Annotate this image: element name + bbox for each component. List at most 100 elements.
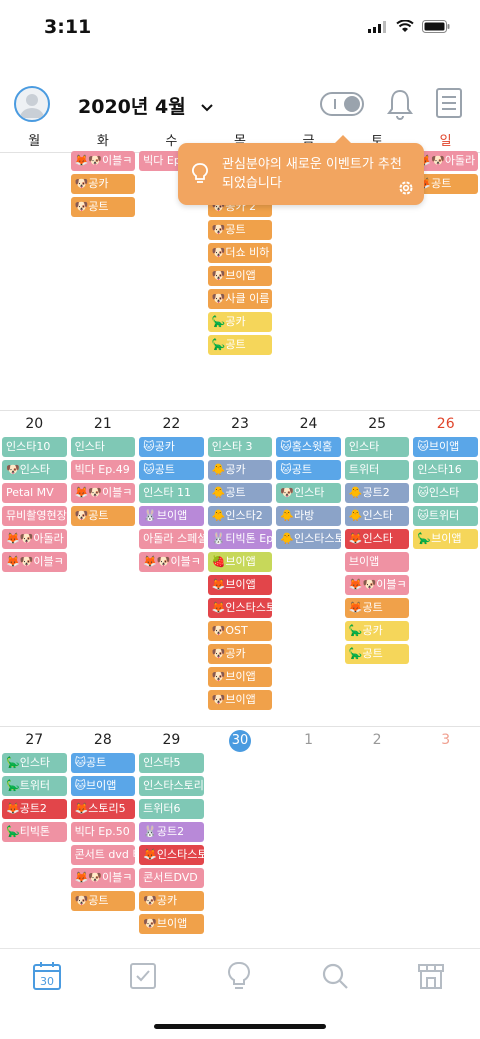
- event-chip[interactable]: 🐥라방: [276, 506, 341, 526]
- event-chip[interactable]: 🐶공카: [70, 174, 136, 194]
- event-chip[interactable]: 🦊🐶이블ㅋ: [70, 151, 136, 171]
- event-chip[interactable]: 🦊🐶아돌라: [413, 151, 478, 171]
- event-chip[interactable]: 🦕티빅톤: [2, 822, 67, 842]
- day-cell[interactable]: 22 🐱공카 🐱공트 인스타 11 🐰브이앱 아돌라 스페셜 🦊🐶이블ㅋ: [137, 411, 206, 575]
- recommendation-tooltip[interactable]: 관심분야의 새로운 이벤트가 추천되었습니다: [178, 135, 424, 205]
- day-cell[interactable]: 1: [274, 727, 343, 753]
- event-chip[interactable]: 🦕공트: [207, 335, 273, 355]
- event-chip[interactable]: 🐱브이앱: [413, 437, 478, 457]
- event-chip[interactable]: 🐥인스타2: [207, 506, 273, 526]
- month-selector[interactable]: 2020년 4월: [78, 92, 214, 119]
- event-chip[interactable]: 🐥공카: [207, 460, 273, 480]
- event-chip[interactable]: 빅다 Ep.49: [70, 460, 136, 480]
- bell-icon[interactable]: [386, 88, 414, 120]
- event-chip[interactable]: 🐥공트2: [344, 483, 410, 503]
- event-chip[interactable]: 🦊공트: [413, 174, 478, 194]
- day-cell[interactable]: 21 인스타 빅다 Ep.49 🦊🐶이블ㅋ 🐶공트: [69, 411, 138, 529]
- event-chip[interactable]: 🐶브이앱: [207, 667, 273, 687]
- event-chip[interactable]: 🐰티빅톤 Ep: [207, 529, 273, 549]
- event-chip[interactable]: 🐶공트: [70, 506, 136, 526]
- tab-store[interactable]: [416, 961, 448, 993]
- event-chip[interactable]: 🐶더쇼 비하: [207, 243, 273, 263]
- event-chip[interactable]: 인스타 3: [207, 437, 273, 457]
- event-chip[interactable]: 인스타스토리: [139, 776, 204, 796]
- event-chip[interactable]: 🐱인스타: [413, 483, 478, 503]
- event-chip[interactable]: 🐥공트: [207, 483, 273, 503]
- event-chip[interactable]: 🐶인스타: [276, 483, 341, 503]
- tab-recommend[interactable]: [224, 961, 256, 993]
- day-cell[interactable]: 🦊🐶아돌라 🦊공트: [411, 143, 480, 197]
- list-icon[interactable]: [436, 88, 462, 118]
- day-cell[interactable]: 23 인스타 3 🐥공카 🐥공트 🐥인스타2 🐰티빅톤 Ep 🍓브이앱 🦊브이앱 🦊인스타스토리…: [206, 411, 275, 713]
- event-chip[interactable]: 🐱홈스윗홈: [276, 437, 341, 457]
- event-chip[interactable]: 🦕공카: [344, 621, 410, 641]
- event-chip[interactable]: 🐶공트: [70, 891, 136, 911]
- event-chip[interactable]: 🦕인스타: [2, 753, 67, 773]
- day-cell[interactable]: 25 인스타 트위터 🐥공트2 🐥인스타 🦊인스타 브이앱 🦊🐶이블ㅋ 🦊공트 🦕공카 🦕공트: [343, 411, 412, 667]
- event-chip[interactable]: 🦊공트: [344, 598, 410, 618]
- event-chip[interactable]: Petal MV: [2, 483, 67, 503]
- event-chip[interactable]: 🐥인스타스토: [276, 529, 341, 549]
- event-chip[interactable]: 🐶공트: [207, 220, 273, 240]
- event-chip[interactable]: 브이앱: [344, 552, 410, 572]
- day-cell[interactable]: 3: [411, 727, 480, 753]
- event-chip[interactable]: 🦊인스타스토리: [139, 845, 204, 865]
- event-chip[interactable]: 🦊🐶이블ㅋ: [2, 552, 67, 572]
- event-chip[interactable]: 트위터6: [139, 799, 204, 819]
- tab-search[interactable]: [320, 961, 352, 993]
- event-chip[interactable]: 🐶브이앱: [207, 690, 273, 710]
- event-chip[interactable]: 🐶인스타: [2, 460, 67, 480]
- event-chip[interactable]: 🦊공트2: [2, 799, 67, 819]
- event-chip[interactable]: 🦊인스타스토리: [207, 598, 273, 618]
- day-cell[interactable]: 26 🐱브이앱 인스타16 🐱인스타 🐱트위터 🦕브이앱: [411, 411, 480, 552]
- tab-calendar[interactable]: 30: [32, 961, 64, 993]
- event-chip[interactable]: 🦊스토리5: [70, 799, 136, 819]
- day-cell[interactable]: 2: [343, 727, 412, 753]
- event-chip[interactable]: 트위터: [344, 460, 410, 480]
- event-chip[interactable]: 🦊🐶이블ㅋ: [70, 483, 136, 503]
- event-chip[interactable]: 🦊🐶이블ㅋ: [139, 552, 204, 572]
- event-chip[interactable]: 인스타5: [139, 753, 204, 773]
- day-cell[interactable]: 30: [206, 727, 275, 753]
- event-chip[interactable]: 빅다 Ep.50: [70, 822, 136, 842]
- day-cell[interactable]: 🦊🐶이블ㅋ 🐶공카 🐶공트: [69, 143, 138, 220]
- event-chip[interactable]: 🐶브이앱: [139, 914, 204, 934]
- event-chip[interactable]: 🐶사클 이름: [207, 289, 273, 309]
- day-cell[interactable]: [0, 143, 69, 151]
- event-chip[interactable]: 아돌라 스페셜: [139, 529, 204, 549]
- event-chip[interactable]: 🐥인스타: [344, 506, 410, 526]
- event-chip[interactable]: 🦊🐶아돌라: [2, 529, 67, 549]
- event-chip[interactable]: 인스타: [344, 437, 410, 457]
- day-cell[interactable]: 20 인스타10 🐶인스타 Petal MV 뮤비촬영현장 🦊🐶아돌라 🦊🐶이블ㅋ: [0, 411, 69, 575]
- event-chip[interactable]: 🐶공카: [139, 891, 204, 911]
- event-chip[interactable]: 🐶OST: [207, 621, 273, 641]
- event-chip[interactable]: 🦕브이앱: [413, 529, 478, 549]
- event-chip[interactable]: 🐱트위터: [413, 506, 478, 526]
- event-chip[interactable]: 🐰공트2: [139, 822, 204, 842]
- event-chip[interactable]: 🐱공트: [139, 460, 204, 480]
- day-cell[interactable]: 27 🦕인스타 🦕트위터 🦊공트2 🦕티빅톤: [0, 727, 69, 845]
- event-chip[interactable]: 🐱공트: [276, 460, 341, 480]
- event-chip[interactable]: 🦊브이앱: [207, 575, 273, 595]
- day-cell[interactable]: 24 🐱홈스윗홈 🐱공트 🐶인스타 🐥라방 🐥인스타스토: [274, 411, 343, 552]
- event-chip[interactable]: 🐱공트: [70, 753, 136, 773]
- avatar[interactable]: [14, 86, 50, 122]
- event-chip[interactable]: 🦕공트: [344, 644, 410, 664]
- event-chip[interactable]: 🐱공카: [139, 437, 204, 457]
- event-chip[interactable]: 인스타 11: [139, 483, 204, 503]
- event-chip[interactable]: 🐶브이앱: [207, 266, 273, 286]
- tab-todo[interactable]: [128, 961, 160, 993]
- event-chip[interactable]: 🐱브이앱: [70, 776, 136, 796]
- gear-icon[interactable]: [397, 179, 415, 197]
- event-chip[interactable]: 🐶공카: [207, 644, 273, 664]
- event-chip[interactable]: 🦕트위터: [2, 776, 67, 796]
- event-chip[interactable]: 인스타: [70, 437, 136, 457]
- event-chip[interactable]: 콘서트 dvd 티저: [70, 845, 136, 865]
- event-chip[interactable]: 🦕공카: [207, 312, 273, 332]
- event-chip[interactable]: 🦊🐶이블ㅋ: [344, 575, 410, 595]
- toggle-switch[interactable]: [320, 92, 364, 116]
- event-chip[interactable]: 🐶공트: [70, 197, 136, 217]
- event-chip[interactable]: 🍓브이앱: [207, 552, 273, 572]
- event-chip[interactable]: 🦊인스타: [344, 529, 410, 549]
